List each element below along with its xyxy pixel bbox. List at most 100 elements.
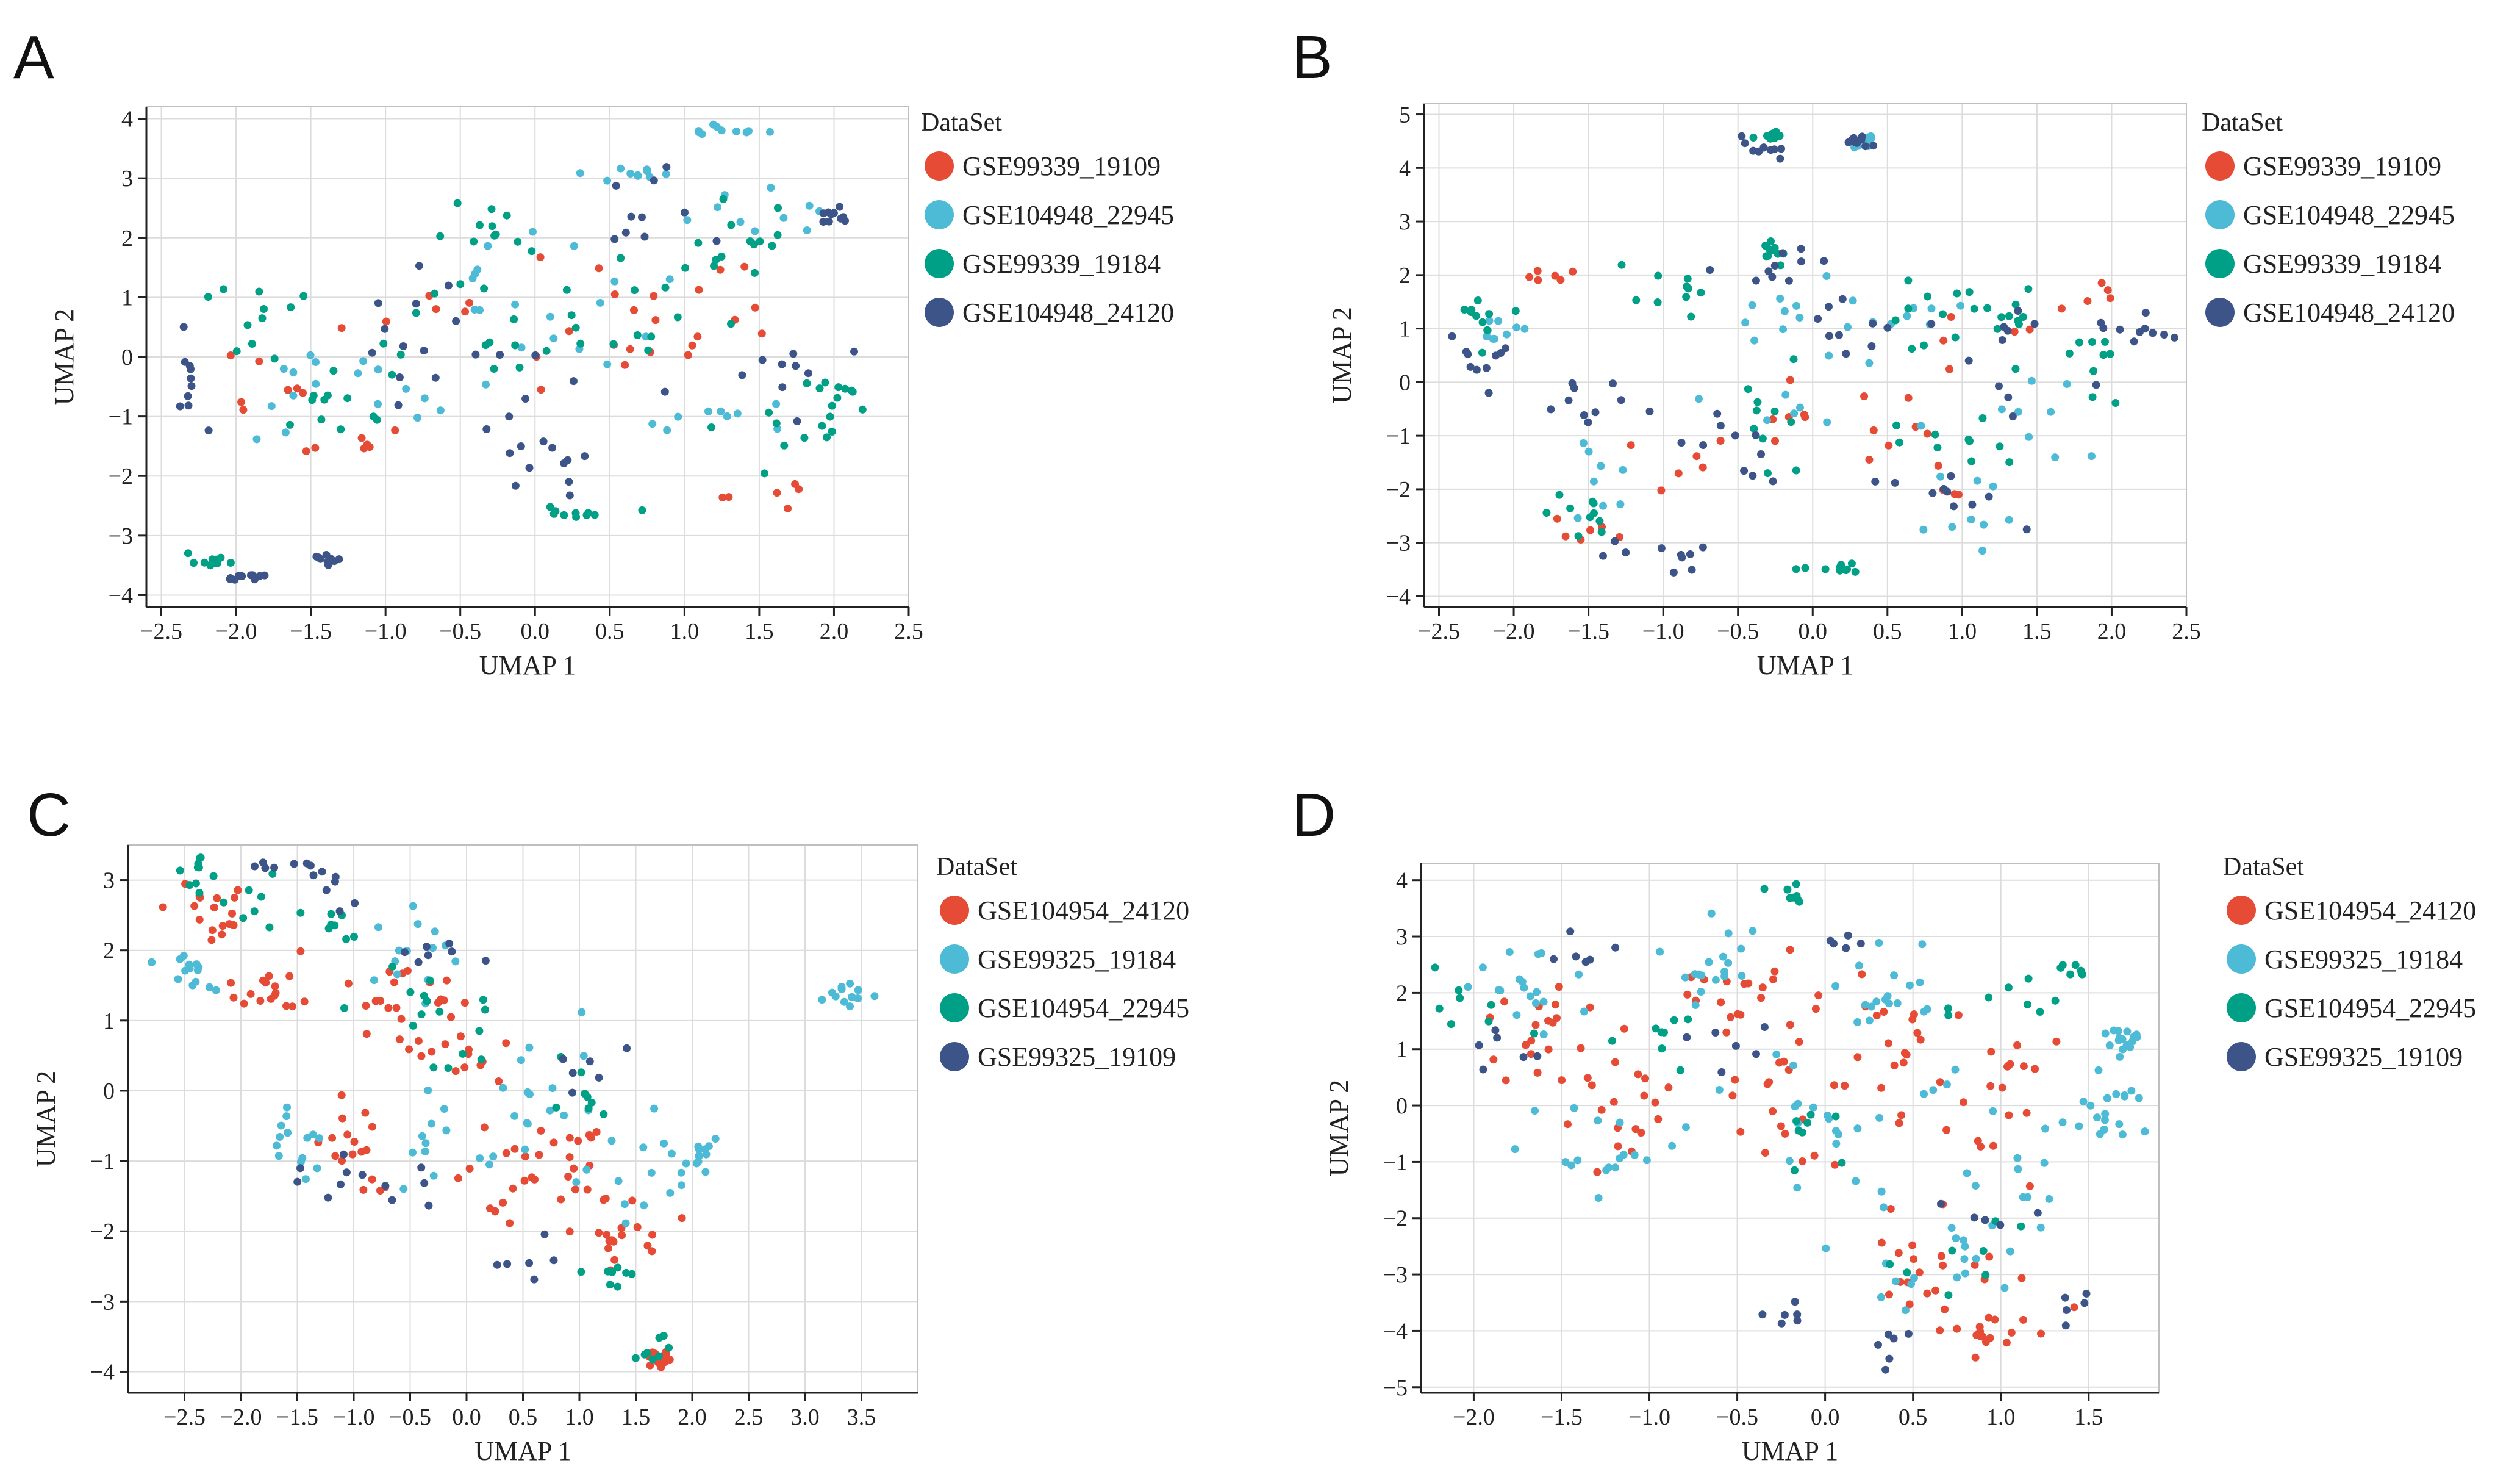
panel-b-letter: B — [1292, 23, 1333, 92]
data-point — [614, 1263, 622, 1272]
x-axis-title: UMAP 1 — [1742, 1436, 1839, 1466]
data-point — [2119, 1045, 2127, 1054]
data-point — [710, 262, 718, 270]
data-point — [1547, 405, 1555, 414]
data-point — [517, 1056, 525, 1065]
data-point — [381, 1182, 390, 1190]
data-point — [490, 365, 498, 373]
panel-b: B −2.5 −2.0 −1.5 −1.0 −0.5 0.0 0.5 1.0 1.5 2.0 2.5… — [1292, 23, 2455, 680]
data-point — [552, 1103, 560, 1112]
data-point — [1677, 439, 1686, 447]
data-point — [1616, 500, 1625, 509]
data-point — [709, 120, 717, 129]
data-point — [300, 997, 309, 1006]
data-point — [328, 1134, 337, 1142]
y-tick-label: −4 — [1386, 584, 1411, 609]
data-point — [2103, 286, 2112, 295]
data-point — [784, 505, 792, 512]
data-point — [528, 247, 536, 256]
data-point — [277, 1121, 285, 1130]
y-tick-label: 2 — [1396, 980, 1408, 1006]
data-point — [1483, 326, 1492, 334]
data-point — [1769, 1107, 1777, 1115]
data-point — [417, 1052, 426, 1060]
data-point — [1651, 1098, 1659, 1107]
data-point — [1496, 986, 1505, 995]
data-point — [640, 232, 649, 241]
legend-marker — [940, 1042, 969, 1071]
data-point — [195, 889, 204, 897]
data-point — [290, 860, 298, 868]
data-point — [511, 481, 520, 490]
data-point — [1581, 958, 1590, 966]
data-point — [521, 1145, 529, 1154]
data-point — [1953, 1273, 1961, 1282]
data-point — [1953, 289, 1961, 298]
data-point — [1573, 1156, 1582, 1165]
x-tick-label: 0.5 — [1899, 1404, 1928, 1430]
x-tick-label: −0.5 — [439, 619, 481, 644]
data-point — [413, 414, 422, 422]
y-tick-label: −2 — [1383, 1206, 1408, 1232]
legend-marker — [2227, 993, 2256, 1022]
data-point — [1539, 1030, 1548, 1038]
data-point — [2031, 1065, 2039, 1073]
data-point — [738, 371, 746, 379]
data-point — [2116, 1052, 2124, 1061]
data-point — [1616, 1118, 1624, 1127]
data-point — [1907, 1280, 1916, 1288]
y-tick-label: −3 — [1386, 531, 1411, 556]
data-point — [2080, 1299, 2089, 1307]
data-point — [1534, 276, 1542, 284]
data-point — [342, 1168, 351, 1177]
data-point — [1551, 1001, 1559, 1009]
data-point — [1657, 544, 1666, 553]
data-point — [659, 1359, 667, 1368]
data-point — [694, 1142, 703, 1151]
y-tick-label: −4 — [109, 583, 133, 608]
data-point — [1736, 1127, 1745, 1136]
data-point — [1752, 406, 1761, 415]
data-point — [603, 1231, 611, 1239]
data-point — [1748, 301, 1756, 309]
data-point — [1645, 407, 1654, 415]
data-point — [583, 1185, 592, 1194]
data-point — [2071, 961, 2080, 969]
data-point — [227, 979, 235, 987]
data-point — [2160, 331, 2169, 339]
data-point — [1791, 1166, 1799, 1174]
data-point — [574, 1137, 582, 1145]
data-point — [1502, 1076, 1510, 1085]
data-point — [1599, 552, 1607, 560]
data-point — [1891, 1277, 1900, 1285]
data-point — [1884, 1039, 1892, 1048]
data-point — [417, 1163, 426, 1172]
data-point — [1772, 1050, 1781, 1058]
data-point — [2023, 1000, 2031, 1008]
legend-label: GSE104948_24120 — [2243, 298, 2455, 328]
data-point — [502, 1149, 510, 1157]
data-point — [1858, 970, 1866, 979]
data-point — [368, 1123, 376, 1131]
data-point — [1781, 390, 1790, 399]
x-tick-label: 1.5 — [2074, 1404, 2103, 1430]
data-point — [727, 221, 736, 229]
x-tick-label: 1.5 — [621, 1404, 651, 1430]
x-tick-label: 1.0 — [670, 619, 700, 644]
data-point — [1908, 1241, 1917, 1249]
data-point — [176, 955, 184, 963]
data-point — [1567, 1161, 1575, 1170]
legend-marker — [2227, 944, 2256, 974]
data-point — [1670, 1016, 1678, 1024]
legend-marker — [2227, 896, 2256, 925]
data-point — [1686, 550, 1694, 558]
data-point — [1707, 909, 1716, 918]
data-point — [296, 947, 305, 955]
data-point — [445, 940, 454, 948]
data-point — [2024, 1193, 2032, 1201]
data-point — [2025, 433, 2033, 441]
x-tick-label: 3.0 — [790, 1404, 820, 1430]
data-point — [650, 292, 658, 300]
data-point — [441, 1040, 449, 1049]
data-point — [2101, 1029, 2110, 1038]
